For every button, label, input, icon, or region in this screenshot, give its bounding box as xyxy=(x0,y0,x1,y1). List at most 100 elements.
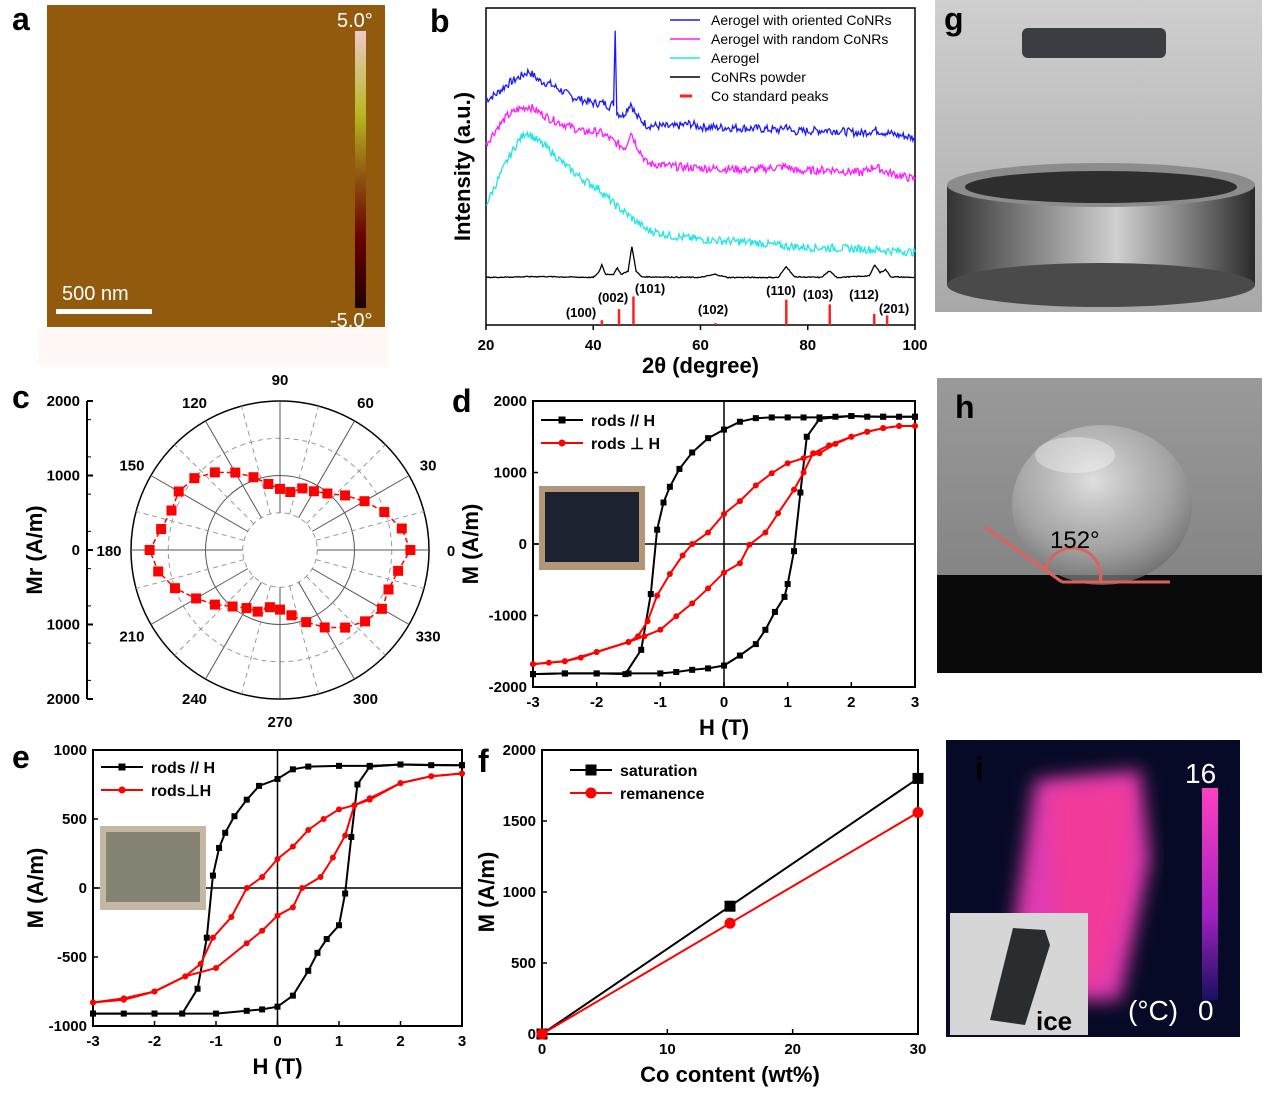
y-axis-label: M (A/m) xyxy=(458,504,483,585)
data-point xyxy=(705,529,712,536)
legend-label: Aerogel with random CoNRs xyxy=(711,31,888,47)
data-point xyxy=(151,1010,158,1017)
data-point xyxy=(340,622,351,633)
angle-label: 90 xyxy=(272,372,289,389)
angle-label: 0 xyxy=(447,543,455,560)
contact-angle-lines xyxy=(984,525,1170,584)
spoke xyxy=(150,475,248,532)
y-tick-label: 0 xyxy=(519,536,527,553)
spoke-dashed xyxy=(135,559,245,590)
x-tick-label: -2 xyxy=(590,694,603,711)
data-point xyxy=(654,526,661,533)
spoke-dashed xyxy=(305,444,386,525)
data-point xyxy=(673,613,680,620)
legend-label: rods // H xyxy=(591,413,655,430)
x-axis-label: H (T) xyxy=(252,1054,302,1079)
data-point xyxy=(896,423,903,430)
legend-marker xyxy=(118,763,126,771)
peak-label: (002) xyxy=(598,290,628,305)
data-point xyxy=(297,483,308,494)
y-tick-label: 2000 xyxy=(503,742,536,759)
data-point xyxy=(679,552,686,559)
data-point xyxy=(166,505,177,516)
contact-angle-photo: 152° h xyxy=(937,378,1262,673)
scale-bar-label: 500 nm xyxy=(62,283,129,305)
data-point xyxy=(209,934,216,941)
data-point xyxy=(169,583,180,594)
panel-label-f: f xyxy=(478,743,489,779)
radial-tick-label: 1000 xyxy=(47,617,80,634)
data-point xyxy=(156,524,167,535)
temp-min: 0 xyxy=(1198,995,1214,1026)
legend-marker xyxy=(558,416,566,424)
data-point xyxy=(359,496,370,507)
x-tick-label: 20 xyxy=(478,337,495,354)
y-tick-label: -1000 xyxy=(489,608,527,625)
spoke-dashed xyxy=(289,585,320,695)
angle-label: 180 xyxy=(96,543,121,560)
data-point xyxy=(912,772,924,784)
data-point xyxy=(561,670,568,677)
angle-label: 330 xyxy=(416,629,441,646)
angle-label: 270 xyxy=(267,714,292,731)
x-tick-label: 100 xyxy=(902,337,927,354)
data-point xyxy=(784,460,791,467)
data-point xyxy=(752,482,759,489)
peak-label: (103) xyxy=(803,287,833,302)
data-point xyxy=(191,593,202,604)
data-point xyxy=(342,890,349,897)
data-point xyxy=(376,603,387,614)
data-point xyxy=(593,670,600,677)
data-point xyxy=(689,541,696,547)
data-point xyxy=(285,487,296,498)
afm-colorbar xyxy=(355,31,366,308)
data-point xyxy=(243,885,250,891)
data-point xyxy=(322,488,333,499)
data-point xyxy=(781,593,788,600)
spoke-dashed xyxy=(174,444,255,525)
data-point xyxy=(647,591,654,598)
data-point xyxy=(736,652,743,659)
data-point xyxy=(366,763,373,770)
data-point xyxy=(880,425,887,432)
data-point xyxy=(752,641,759,648)
x-tick-label: 30 xyxy=(910,1041,927,1058)
data-point xyxy=(654,592,661,599)
data-point xyxy=(274,775,281,782)
data-point xyxy=(274,1003,281,1010)
afm-phase-image xyxy=(47,5,385,327)
spoke-dashed xyxy=(315,559,425,590)
angle-label: 30 xyxy=(420,458,437,475)
y-tick-label: 1000 xyxy=(503,884,536,901)
data-point xyxy=(721,426,727,433)
data-point xyxy=(299,885,306,891)
y-axis-label: M (A/m) xyxy=(474,852,499,933)
data-point xyxy=(625,638,632,645)
data-point xyxy=(120,996,127,1003)
data-point xyxy=(305,967,312,974)
data-point xyxy=(666,483,673,490)
data-point xyxy=(660,499,667,506)
x-tick-label: 40 xyxy=(585,337,602,354)
series-line xyxy=(532,414,915,676)
data-point xyxy=(241,603,252,614)
data-point xyxy=(459,762,465,769)
y-tick-label: 1000 xyxy=(54,742,87,759)
y-axis-label: M (A/m) xyxy=(23,848,48,929)
data-point xyxy=(689,449,696,456)
polar-remanence-chart: 2000 1000 0 1000 2000 Mr (A/m) 0 30 60 90 120 150 18… xyxy=(22,372,455,731)
data-point xyxy=(784,414,791,421)
data-point xyxy=(397,761,404,768)
data-point xyxy=(784,581,791,588)
data-point xyxy=(366,795,373,802)
data-point xyxy=(274,912,281,919)
data-point xyxy=(736,418,743,425)
data-point xyxy=(848,413,855,420)
afm-colorbar-min: -5.0° xyxy=(330,310,372,332)
spoke-dashed xyxy=(315,510,425,541)
levitating-aerogel xyxy=(1022,28,1166,58)
data-point xyxy=(340,490,351,501)
legend-marker xyxy=(585,764,597,776)
y-tick-label: 2000 xyxy=(494,393,527,410)
